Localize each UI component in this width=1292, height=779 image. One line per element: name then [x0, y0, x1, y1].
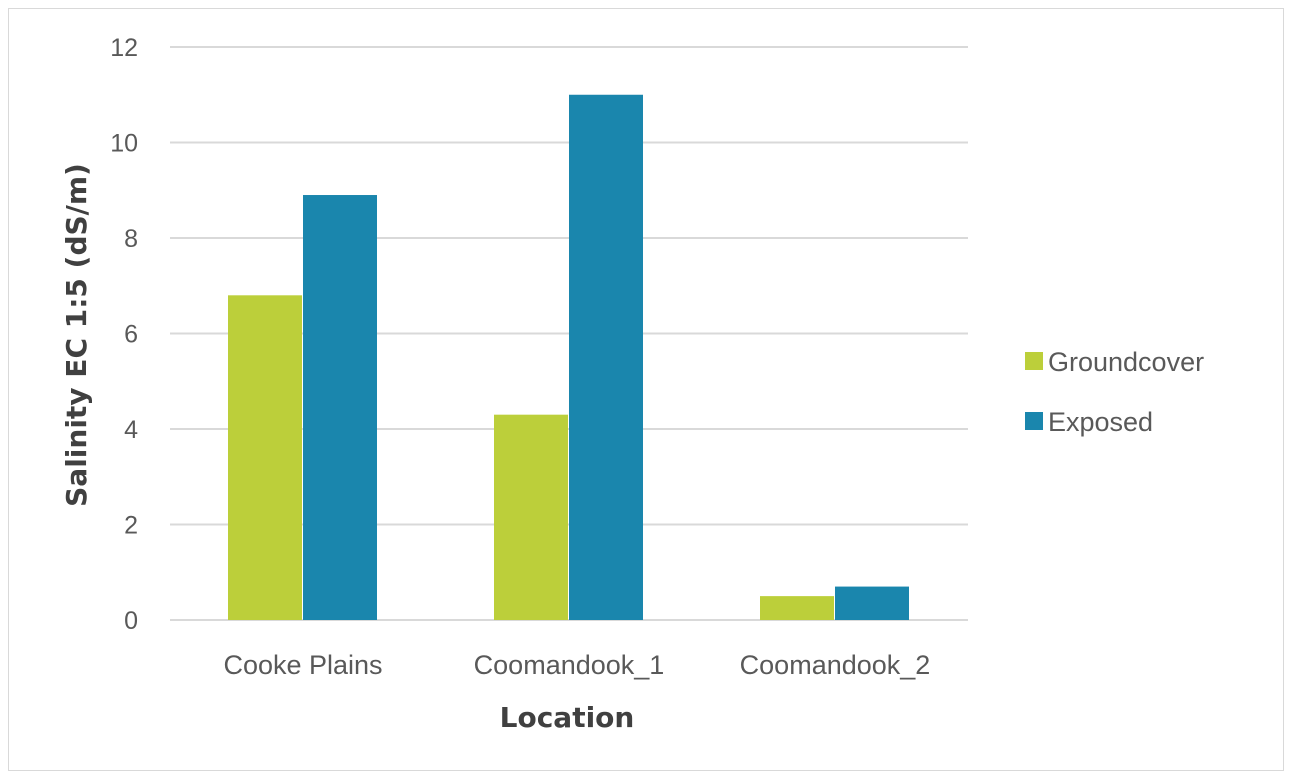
legend: Groundcover Exposed — [1025, 347, 1204, 437]
y-tick-label: 4 — [124, 416, 138, 444]
legend-swatch-groundcover — [1025, 352, 1043, 370]
x-category-label: Coomandook_1 — [474, 650, 665, 680]
x-category-labels: Cooke Plains Coomandook_1 Coomandook_2 — [223, 650, 930, 680]
bar-groundcover-1 — [228, 295, 302, 620]
y-tick-label: 8 — [124, 225, 138, 253]
legend-label-exposed: Exposed — [1048, 407, 1153, 437]
y-tick-label: 6 — [124, 321, 138, 349]
x-axis-title: Location — [500, 701, 635, 734]
bar-exposed-2 — [569, 94, 643, 620]
x-category-label: Coomandook_2 — [740, 650, 931, 680]
y-tick-label: 10 — [110, 130, 138, 158]
y-axis-title: Salinity EC 1:5 (dS/m) — [60, 163, 93, 507]
legend-swatch-exposed — [1025, 412, 1043, 430]
y-tick-label: 2 — [124, 512, 138, 540]
bars — [228, 94, 909, 620]
bar-exposed-3 — [835, 586, 909, 620]
bar-exposed-1 — [303, 195, 377, 620]
x-category-label: Cooke Plains — [223, 650, 382, 680]
chart-frame — [8, 8, 1284, 771]
bar-groundcover-3 — [760, 596, 834, 620]
y-tick-labels: 0 2 4 6 8 10 12 — [110, 34, 138, 635]
legend-label-groundcover: Groundcover — [1048, 347, 1204, 377]
bar-groundcover-2 — [494, 414, 568, 620]
y-tick-label: 0 — [124, 607, 138, 635]
y-tick-label: 12 — [110, 34, 138, 62]
